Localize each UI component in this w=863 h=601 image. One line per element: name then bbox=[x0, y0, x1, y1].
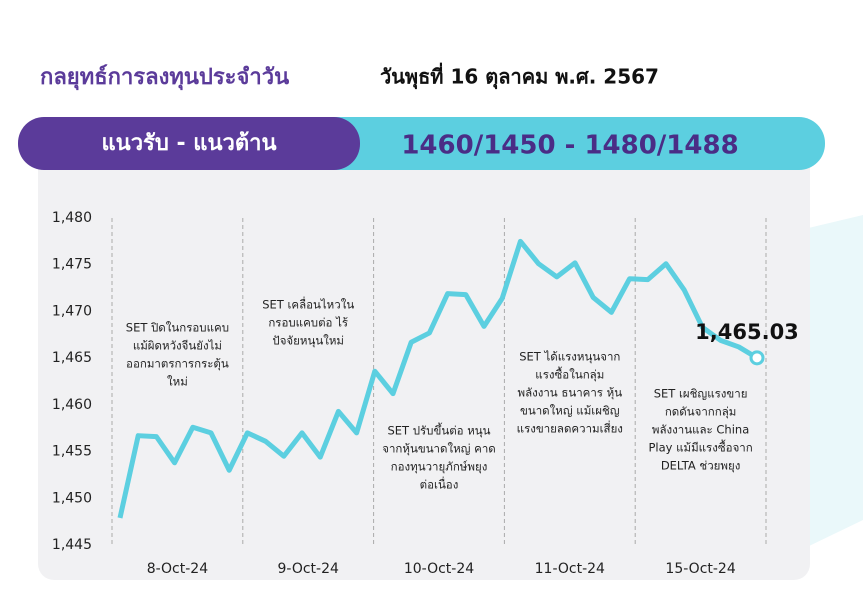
x-tick-label: 9-Oct-24 bbox=[277, 561, 339, 577]
x-tick-label: 11-Oct-24 bbox=[535, 561, 605, 577]
annotation: SET เผชิญแรงขาย bbox=[654, 387, 748, 401]
annotation: พลังงานและ China bbox=[652, 423, 749, 437]
y-tick-label: 1,445 bbox=[52, 537, 92, 553]
annotation: แม้ผิดหวังจีนยังไม่ bbox=[133, 339, 222, 353]
annotation: กองทุนวายุภักษ์พยุง bbox=[391, 460, 488, 474]
value-label: 1,465.03 bbox=[695, 320, 799, 344]
x-tick-label: 15-Oct-24 bbox=[665, 561, 735, 577]
annotation: DELTA ช่วยพยุง bbox=[661, 459, 741, 473]
y-tick-label: 1,455 bbox=[52, 444, 92, 460]
x-tick-label: 10-Oct-24 bbox=[404, 561, 474, 577]
y-tick-label: 1,450 bbox=[52, 490, 92, 506]
annotation: ออกมาตรการกระตุ้น bbox=[126, 357, 229, 371]
annotation: ต่อเนื่อง bbox=[420, 477, 459, 492]
levels-label: แนวรับ - แนวต้าน bbox=[101, 131, 276, 156]
annotation: SET เคลื่อนไหวใน bbox=[262, 297, 354, 312]
y-tick-label: 1,470 bbox=[52, 303, 92, 319]
annotation: พลังงาน ธนาคาร หุ้น bbox=[517, 386, 622, 400]
series-line bbox=[117, 238, 759, 519]
annotation: กรอบแคบต่อ ไร้ bbox=[268, 316, 348, 330]
annotation: Play แม้มีแรงซื้อจาก bbox=[648, 440, 752, 455]
date: วันพุธที่ 16 ตุลาคม พ.ศ. 2567 bbox=[380, 62, 659, 90]
annotation: ใหม่ bbox=[167, 375, 188, 389]
annotation: ปัจจัยหนุนใหม่ bbox=[272, 334, 344, 348]
end-marker bbox=[749, 350, 765, 366]
panel bbox=[38, 150, 810, 580]
annotation: SET ปรับขึ้นต่อ หนุน bbox=[387, 423, 490, 438]
x-tick-label: 8-Oct-24 bbox=[147, 561, 209, 577]
annotation: แรงซื้อในกลุ่ม bbox=[535, 367, 604, 382]
y-tick-label: 1,475 bbox=[52, 257, 92, 273]
levels-value: 1460/1450 - 1480/1488 bbox=[401, 131, 738, 161]
levels-label-bar bbox=[18, 117, 360, 170]
annotation: แรงขายลดความเสี่ยง bbox=[517, 421, 623, 436]
annotation: SET ปิดในกรอบแคบ bbox=[126, 321, 229, 335]
annotation: ขนาดใหญ่ แม้เผชิญ bbox=[520, 404, 620, 418]
annotation: จากหุ้นขนาดใหญ่ คาด bbox=[382, 442, 496, 456]
title: กลยุทธ์การลงทุนประจำวัน bbox=[40, 64, 289, 91]
y-tick-label: 1,465 bbox=[52, 350, 92, 366]
y-tick-label: 1,480 bbox=[52, 210, 92, 226]
y-tick-label: 1,460 bbox=[52, 397, 92, 413]
annotation: SET ได้แรงหนุนจาก bbox=[519, 350, 620, 364]
annotation: กดดันจากกลุ่ม bbox=[665, 405, 737, 419]
